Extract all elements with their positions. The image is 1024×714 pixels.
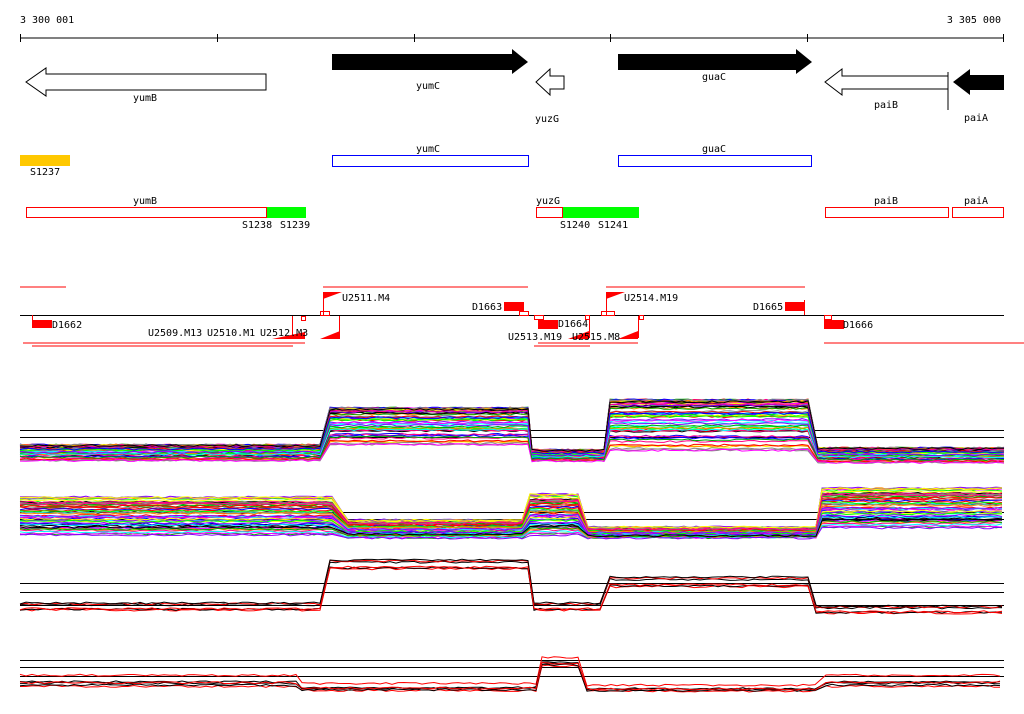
gene-label: yuzG [535, 114, 559, 125]
feature-label: U2511.M4 [342, 293, 390, 304]
feature-d1664-box[interactable] [538, 320, 558, 329]
gene-yumC[interactable]: yumC [332, 49, 528, 92]
expression-line [20, 664, 1001, 693]
gene-label: yumB [133, 93, 157, 104]
transcript-s1240-s1241[interactable] [563, 207, 639, 218]
expression-line [19, 501, 1003, 533]
expression-line [19, 663, 1001, 692]
expression-line [19, 506, 1003, 535]
gene-track: yumB yumC yuzG guaC paiB paiA [25, 49, 1004, 125]
expression-panel-2 [19, 486, 1004, 540]
expression-line [19, 518, 1003, 538]
expression-line [19, 520, 1003, 538]
expression-line [19, 566, 1003, 614]
transcript-yumB[interactable] [26, 207, 267, 218]
flag-u2511[interactable] [323, 292, 342, 299]
segment-yumC[interactable] [332, 155, 529, 167]
feature-label: U2510.M1 [207, 328, 255, 339]
expression-line [19, 443, 1005, 465]
expression-line [19, 661, 1001, 691]
feature-label: D1663 [472, 302, 502, 313]
expression-line [19, 567, 1003, 615]
transcript-label: S1240 [560, 220, 590, 231]
feature-track: D1662 D1663 D1664 D1665 D1666 U2511.M4 U… [20, 286, 1024, 347]
gene-yuzG[interactable]: yuzG [535, 67, 565, 125]
feature-label: U2515.M8 [572, 332, 620, 343]
expression-panel-3 [19, 558, 1004, 615]
feature-d1663-box[interactable] [504, 302, 524, 311]
expression-line [19, 496, 1003, 532]
expression-line [19, 493, 1003, 531]
gene-guaC[interactable]: guaC [618, 49, 812, 83]
expression-line [19, 487, 1003, 529]
expression-line [19, 411, 1005, 455]
transcript-track: yumB S1238 S1239 yuzG S1240 S1241 paiB p… [26, 196, 1004, 231]
transcript-paiB[interactable] [825, 207, 949, 218]
expression-line [19, 515, 1003, 537]
flag-u2514[interactable] [606, 292, 625, 299]
expression-line [19, 514, 1003, 537]
feature-label: D1665 [753, 302, 783, 313]
segment-track: S1237 yumC guaC [20, 144, 812, 178]
transcript-paiA[interactable] [952, 207, 1004, 218]
expression-panel-4 [19, 656, 1004, 693]
expression-line [19, 435, 1005, 462]
transcript-label: paiB [874, 196, 898, 207]
expression-line [19, 509, 1003, 535]
expression-line [19, 526, 1003, 540]
feature-d1665-box[interactable] [785, 302, 805, 311]
expression-line [19, 502, 1003, 534]
expression-panel-1 [19, 398, 1005, 465]
expression-line [19, 560, 1003, 610]
segment-label: S1237 [30, 167, 60, 178]
gene-label: paiA [964, 113, 988, 124]
gene-paiA[interactable]: paiA [953, 69, 1004, 124]
gene-label: guaC [702, 72, 726, 83]
feature-label: U2514.M19 [624, 293, 678, 304]
expression-line [19, 422, 1005, 457]
feature-label: D1664 [558, 319, 588, 330]
transcript-label: yuzG [536, 196, 560, 207]
segment-label: yumC [416, 144, 440, 155]
segment-label: guaC [702, 144, 726, 155]
gene-paiB[interactable]: paiB [824, 67, 949, 111]
flag-u2515[interactable] [568, 331, 589, 339]
feature-label: U2512.M3 [260, 328, 308, 339]
flag-u2513[interactable] [320, 331, 340, 339]
gene-label: yumC [416, 81, 440, 92]
expression-line [19, 503, 1003, 534]
feature-d1662-box[interactable] [32, 320, 52, 328]
feature-label: D1662 [52, 320, 82, 331]
transcript-yuzG[interactable] [536, 207, 563, 218]
expression-line [19, 565, 1003, 614]
gene-label: paiB [874, 100, 898, 111]
ruler-start-label: 3 300 001 [20, 15, 74, 26]
segment-guaC[interactable] [618, 155, 812, 167]
transcript-label: S1238 [242, 220, 272, 231]
feature-label: U2509.M13 [148, 328, 202, 339]
transcript-s1238-s1239[interactable] [267, 207, 306, 218]
flag-u2512[interactable] [272, 332, 305, 339]
coordinate-ruler: 3 300 001 3 305 000 [20, 15, 1004, 42]
transcript-label: S1241 [598, 220, 628, 231]
ruler-end-label: 3 305 000 [947, 15, 1001, 26]
flag-u2515b[interactable] [618, 331, 638, 339]
feature-label: U2513.M19 [508, 332, 562, 343]
feature-label: D1666 [843, 320, 873, 331]
expression-line [19, 400, 1005, 452]
expression-line [19, 558, 1003, 608]
expression-line [19, 490, 1003, 530]
gene-yumB[interactable]: yumB [25, 67, 267, 104]
segment-s1237[interactable] [20, 155, 70, 166]
transcript-label: paiA [964, 196, 988, 207]
expression-line [19, 512, 1002, 536]
expression-line [19, 656, 1001, 687]
expression-plots [19, 398, 1005, 693]
transcript-label: yumB [133, 196, 157, 207]
transcript-label: S1239 [280, 220, 310, 231]
feature-d1666-box[interactable] [824, 320, 844, 329]
